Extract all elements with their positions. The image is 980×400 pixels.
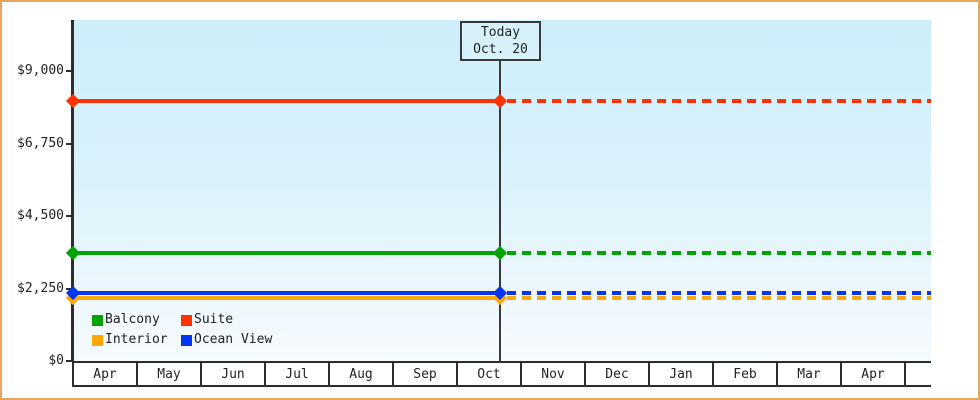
today-label-box: Today Oct. 20 xyxy=(460,21,541,61)
series-line-solid-ocean-view xyxy=(73,291,500,295)
legend-label: Balcony xyxy=(105,312,160,327)
month-cell-aug: Aug xyxy=(330,363,394,385)
today-label-line2: Oct. 20 xyxy=(473,42,528,57)
month-cell-mar: Mar xyxy=(778,363,842,385)
today-label-line1: Today xyxy=(480,25,521,40)
month-cell-dec: Dec xyxy=(586,363,650,385)
legend-swatch-ocean-view xyxy=(181,334,192,346)
legend-swatch-suite xyxy=(181,314,192,326)
legend-swatch-interior xyxy=(92,334,103,346)
y-tick-mark xyxy=(66,143,73,145)
month-cell-jul: Jul xyxy=(266,363,330,385)
month-cell-feb: Feb xyxy=(714,363,778,385)
series-line-dashed-balcony xyxy=(507,251,931,255)
legend-label: Suite xyxy=(194,312,234,327)
month-cell-apr: Apr xyxy=(842,363,906,385)
legend-swatch-balcony xyxy=(92,314,103,326)
y-tick-label: $0 xyxy=(48,353,64,368)
month-cell-jan: Jan xyxy=(650,363,714,385)
y-tick-label: $2,250 xyxy=(17,281,64,296)
legend-label: Interior xyxy=(105,332,168,347)
legend-item-suite: Suite xyxy=(181,310,272,330)
month-cell-nov: Nov xyxy=(522,363,586,385)
y-tick-mark xyxy=(66,215,73,217)
month-cell-may: May xyxy=(138,363,202,385)
month-cell-empty xyxy=(906,363,933,385)
y-tick-mark xyxy=(66,70,73,72)
series-line-dashed-suite xyxy=(507,99,931,103)
series-line-dashed-ocean-view xyxy=(507,291,931,295)
today-vertical-line xyxy=(499,60,501,361)
month-cell-jun: Jun xyxy=(202,363,266,385)
legend: Balcony Suite Interior Ocean View xyxy=(92,310,272,350)
y-tick-label: $4,500 xyxy=(17,208,64,223)
x-axis-month-band: Apr May Jun Jul Aug Sep Oct Nov Dec Jan Feb Mar Apr xyxy=(72,361,931,387)
y-tick-label: $6,750 xyxy=(17,136,64,151)
month-cell-sep: Sep xyxy=(394,363,458,385)
legend-label: Ocean View xyxy=(194,332,273,347)
series-line-solid-suite xyxy=(73,99,500,103)
legend-item-ocean-view: Ocean View xyxy=(181,330,272,350)
plot-area xyxy=(73,20,931,361)
legend-item-balcony: Balcony xyxy=(92,310,181,330)
legend-item-interior: Interior xyxy=(92,330,181,350)
month-cell-oct: Oct xyxy=(458,363,522,385)
series-line-solid-interior xyxy=(73,296,500,300)
y-tick-label: $9,000 xyxy=(17,63,64,78)
series-line-dashed-interior xyxy=(507,296,931,300)
series-line-solid-balcony xyxy=(73,251,500,255)
month-cell-apr: Apr xyxy=(74,363,138,385)
y-axis-line xyxy=(71,20,74,361)
y-tick-mark xyxy=(66,360,73,362)
